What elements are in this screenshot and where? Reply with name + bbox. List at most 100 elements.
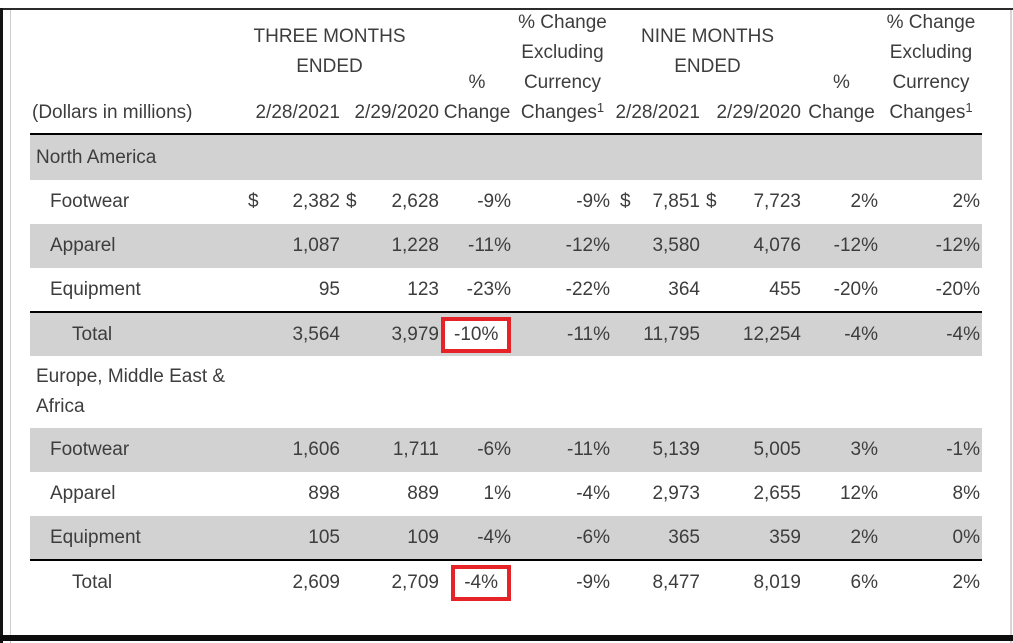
cell-3mo-2020: 1,711	[342, 428, 441, 472]
cell-9mo-2021: $7,851	[612, 180, 702, 224]
pct-change-header-3mo: % Change	[443, 72, 511, 123]
cell-3mo-pct-change-excl-currency: -11%	[513, 428, 612, 472]
row-label: Total	[30, 559, 218, 604]
cell-9mo-pct-change-excl-currency: 0%	[880, 516, 982, 560]
cell-9mo-pct-change-excl-currency: -20%	[935, 278, 980, 300]
cell-9mo-2020: 5,005	[702, 428, 803, 472]
pct-change-excl-currency-label: % Change Excluding Currency Changes	[886, 12, 976, 123]
cell-9mo-2020: 12,254	[702, 311, 803, 356]
cell-3mo-pct-change: -4%	[441, 559, 513, 604]
cell-9mo-2020: 8,019	[702, 559, 803, 604]
total-row: Total 3,564 3,979 -10% -11% 11,795 12,254 -4% -4…	[30, 311, 982, 356]
cell-3mo-2021: 95	[318, 278, 340, 300]
cell-9mo-2021: 5,139	[612, 428, 702, 472]
data-row: Apparel 1,087 1,228 -11% -12% 3,580 4,076 -12% -…	[30, 224, 982, 268]
cell-3mo-2020: 3,979	[342, 311, 441, 356]
cell-value: 2,628	[391, 191, 439, 212]
cell-9mo-pct-change: 2%	[803, 516, 880, 560]
screenshot-right-border	[1010, 8, 1012, 643]
table-bottom-rule	[0, 635, 1013, 641]
screenshot-top-border	[0, 8, 1013, 10]
pct-change-excl-currency-label: % Change Excluding Currency Changes	[518, 12, 607, 123]
cell-9mo-2020: 4,076	[702, 224, 803, 268]
cell-9mo-2021: 11,795	[612, 311, 702, 356]
cell-3mo-pct-change-excl-currency: -6%	[513, 516, 612, 560]
cell-3mo-2021: 3,564	[218, 311, 342, 356]
date-header-9mo-current: 2/28/2021	[615, 102, 700, 123]
cell-3mo-2021: 105	[218, 516, 342, 560]
cell-3mo-2020: 2,709	[342, 559, 441, 604]
cell-9mo-pct-change-excl-currency: -12%	[880, 224, 982, 268]
cell-9mo-pct-change-excl-currency: -1%	[880, 428, 982, 472]
dollar-sign: $	[346, 191, 357, 212]
date-header-3mo-current: 2/28/2021	[255, 102, 340, 123]
cell-3mo-2021: 2,609	[218, 559, 342, 604]
cell-3mo-2021: 1,606	[218, 428, 342, 472]
screenshot-left-border	[0, 8, 3, 643]
cell-3mo-pct-change: 1%	[483, 483, 511, 504]
pct-change-excl-currency-header-3mo: % Change Excluding Currency Changes1	[513, 8, 612, 134]
cell-3mo-2021: 1,087	[218, 224, 342, 268]
total-row: Total 2,609 2,709 -4% -9% 8,477 8,019 6% 2%	[30, 559, 982, 604]
cell-3mo-pct-change-excl-currency: -22%	[565, 278, 610, 300]
date-header-3mo-prior: 2/29/2020	[354, 102, 439, 123]
pct-change-excl-currency-header-9mo: % Change Excluding Currency Changes1	[880, 8, 982, 134]
currency-value: $7,851	[612, 191, 700, 213]
cell-9mo-pct-change: 6%	[803, 559, 880, 604]
cell-3mo-2021: 898	[308, 483, 340, 504]
red-annotation-box: -4%	[451, 564, 511, 601]
date-header-9mo-prior: 2/29/2020	[716, 102, 801, 123]
cell-3mo-pct-change: -11%	[441, 224, 513, 268]
row-label: Total	[30, 311, 218, 356]
cell-9mo-2020: 2,655	[753, 483, 801, 504]
col-group-nine-months-label: NINE MONTHS ENDED	[641, 26, 774, 77]
cell-9mo-pct-change: -12%	[803, 224, 880, 268]
cell-3mo-pct-change: -23%	[466, 278, 511, 300]
cell-9mo-2021: 3,580	[612, 224, 702, 268]
cell-3mo-pct-change: -6%	[441, 428, 513, 472]
data-row: Footwear 1,606 1,711 -6% -11% 5,139 5,005 3% -1%	[30, 428, 982, 472]
pct-change-header-9mo: % Change	[808, 72, 875, 123]
section-name: North America	[30, 134, 982, 180]
dollar-sign: $	[706, 191, 717, 212]
dollar-sign: $	[620, 191, 631, 212]
cell-3mo-2020: 109	[342, 516, 441, 560]
cell-9mo-2020: 455	[769, 278, 801, 300]
cell-9mo-pct-change: -20%	[833, 278, 878, 300]
cell-3mo-pct-change-excl-currency: -11%	[513, 311, 612, 356]
cell-value: 7,851	[652, 191, 700, 212]
section-header-row: North America	[30, 134, 982, 180]
cell-value: 7,723	[753, 191, 801, 212]
cell-9mo-pct-change-excl-currency: 8%	[952, 483, 980, 504]
table-body: North America Footwear $2,382 $2,628 -9% -9% $…	[30, 134, 982, 604]
section-name: Europe, Middle East & Africa	[36, 366, 226, 417]
cell-9mo-2021: 364	[668, 278, 700, 300]
footnote-marker: 1	[965, 100, 973, 115]
dollar-sign: $	[248, 191, 259, 212]
col-group-three-months: THREE MONTHS ENDED	[218, 8, 441, 98]
cell-3mo-2020: 1,228	[342, 224, 441, 268]
row-label: Apparel	[50, 483, 116, 504]
cell-9mo-pct-change: 12%	[839, 483, 878, 504]
cell-3mo-pct-change-excl-currency: -9%	[513, 559, 612, 604]
data-row: Apparel 898 889 1% -4% 2,973 2,655 12% 8%	[30, 472, 982, 516]
cell-9mo-pct-change: 3%	[803, 428, 880, 472]
currency-value: $2,382	[218, 191, 340, 213]
col-group-nine-months: NINE MONTHS ENDED	[612, 8, 803, 98]
cell-3mo-pct-change-excl-currency: -12%	[513, 224, 612, 268]
cell-9mo-pct-change-excl-currency: 2%	[952, 191, 980, 212]
table-header: (Dollars in millions) THREE MONTHS ENDED…	[30, 8, 982, 134]
cell-9mo-2020: 359	[702, 516, 803, 560]
data-row: Equipment 95 123 -23% -22% 364 455 -20% -20%	[30, 268, 982, 312]
row-label: Equipment	[50, 278, 141, 300]
cell-value: 2,382	[292, 191, 340, 212]
currency-value: $2,628	[342, 191, 439, 213]
cell-9mo-pct-change-excl-currency: 2%	[880, 559, 982, 604]
cell-9mo-2021: 2,973	[652, 483, 700, 504]
inner-left-line	[10, 10, 11, 643]
red-annotation-box: -10%	[441, 316, 512, 353]
cell-3mo-pct-change: -9%	[477, 191, 511, 212]
row-label: Footwear	[30, 428, 218, 472]
currency-value: $7,723	[702, 191, 801, 213]
row-label: Apparel	[30, 224, 218, 268]
